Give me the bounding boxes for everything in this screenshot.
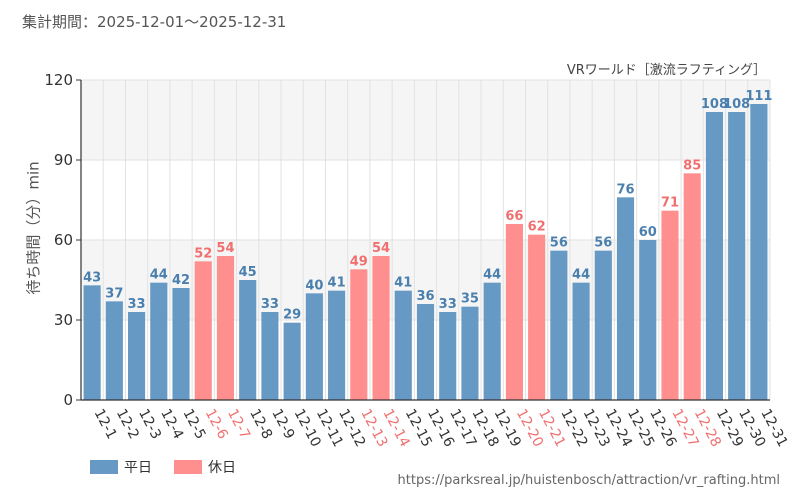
bar bbox=[750, 104, 768, 400]
legend-weekday-label: 平日 bbox=[124, 460, 152, 476]
bar bbox=[416, 304, 435, 400]
data-label: 52 bbox=[194, 246, 212, 261]
y-tick-label: 0 bbox=[63, 391, 73, 409]
data-label: 42 bbox=[172, 273, 190, 288]
data-label: 29 bbox=[283, 308, 301, 323]
bar bbox=[594, 250, 612, 400]
bar bbox=[150, 282, 168, 400]
data-label: 41 bbox=[328, 276, 346, 291]
data-label: 108 bbox=[701, 97, 728, 112]
bar bbox=[616, 197, 635, 400]
bar bbox=[705, 112, 723, 400]
y-tick-label: 90 bbox=[54, 151, 73, 169]
bar bbox=[461, 306, 479, 400]
bar bbox=[505, 224, 523, 400]
bar bbox=[394, 290, 412, 400]
legend-item-holiday: 休日 bbox=[174, 457, 236, 477]
bar bbox=[683, 173, 701, 400]
data-label: 33 bbox=[128, 297, 146, 312]
data-label: 37 bbox=[105, 286, 123, 301]
bar bbox=[172, 288, 190, 400]
data-label: 43 bbox=[83, 270, 101, 285]
y-tick-label: 60 bbox=[54, 231, 73, 249]
data-label: 56 bbox=[594, 236, 612, 251]
bar bbox=[105, 301, 123, 400]
bar bbox=[216, 256, 235, 400]
bar bbox=[728, 112, 746, 400]
data-label: 60 bbox=[639, 225, 657, 240]
y-tick-label: 30 bbox=[54, 311, 73, 329]
legend-item-weekday: 平日 bbox=[90, 457, 152, 477]
data-label: 66 bbox=[505, 209, 523, 224]
data-label: 44 bbox=[572, 268, 590, 283]
data-label: 54 bbox=[372, 241, 390, 256]
source-url[interactable]: https://parksreal.jp/huistenbosch/attrac… bbox=[397, 473, 780, 488]
bar bbox=[261, 312, 279, 400]
data-label: 33 bbox=[439, 297, 457, 312]
data-label: 45 bbox=[239, 265, 257, 280]
bar bbox=[83, 285, 101, 400]
bar bbox=[483, 282, 501, 400]
data-label: 44 bbox=[483, 268, 501, 283]
bar bbox=[239, 280, 257, 400]
data-label: 35 bbox=[461, 292, 479, 307]
data-label: 54 bbox=[216, 241, 234, 256]
legend-holiday-label: 休日 bbox=[208, 460, 236, 476]
data-label: 56 bbox=[550, 236, 568, 251]
bar bbox=[572, 282, 590, 400]
bar bbox=[550, 250, 568, 400]
grid-band bbox=[81, 80, 770, 160]
data-label: 40 bbox=[305, 278, 323, 293]
data-label: 76 bbox=[616, 182, 634, 197]
weekday-swatch bbox=[90, 460, 118, 474]
data-label: 71 bbox=[661, 196, 679, 211]
bar bbox=[661, 210, 679, 400]
data-label: 62 bbox=[528, 220, 546, 235]
data-label: 108 bbox=[723, 97, 750, 112]
bar bbox=[194, 261, 212, 400]
data-label: 44 bbox=[150, 268, 168, 283]
bar bbox=[528, 234, 546, 400]
bar bbox=[283, 322, 301, 400]
data-label: 49 bbox=[350, 254, 368, 269]
data-label: 85 bbox=[683, 158, 701, 173]
bar bbox=[372, 256, 390, 400]
holiday-swatch bbox=[174, 460, 202, 474]
data-label: 41 bbox=[394, 276, 412, 291]
bar bbox=[328, 290, 346, 400]
chart-title: VRワールド［激流ラフティング］ bbox=[566, 63, 766, 78]
y-tick-label: 120 bbox=[44, 71, 73, 89]
legend: 平日 休日 bbox=[90, 457, 258, 477]
data-label: 36 bbox=[416, 289, 434, 304]
data-label: 111 bbox=[745, 89, 772, 104]
data-label: 33 bbox=[261, 297, 279, 312]
bar bbox=[128, 312, 146, 400]
bar bbox=[639, 240, 657, 400]
collection-period: 集計期間：2025-12-01〜2025-12-31 bbox=[22, 13, 287, 31]
bar bbox=[305, 293, 323, 400]
bar bbox=[439, 312, 457, 400]
bar bbox=[350, 269, 368, 400]
